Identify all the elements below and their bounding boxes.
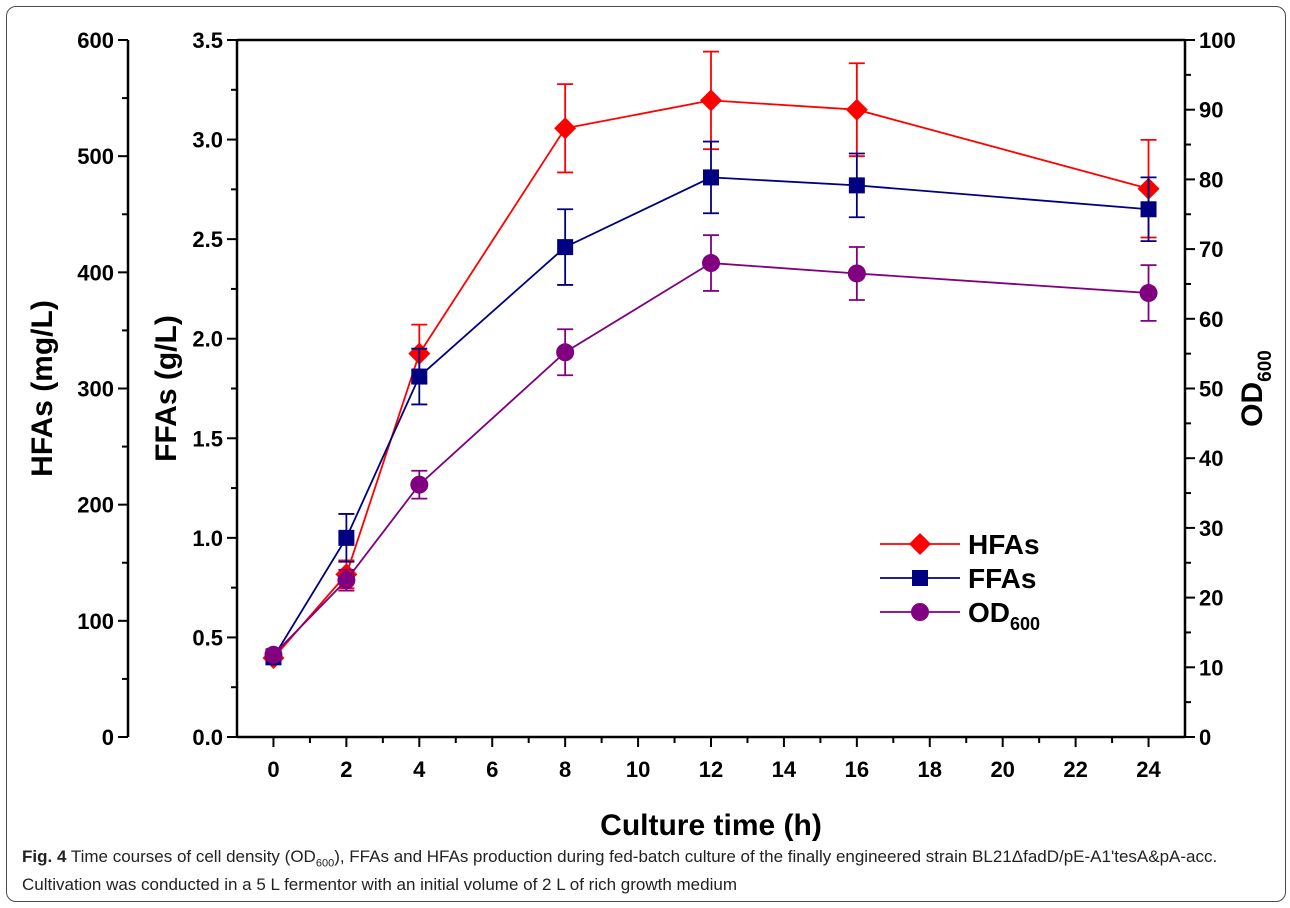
hfas-tick-label: 600: [77, 28, 114, 53]
od-tick-label: 20: [1199, 586, 1223, 611]
od-tick-label: 0: [1199, 725, 1211, 750]
hfas-tick-label: 500: [77, 144, 114, 169]
x-tick-label: 20: [990, 757, 1014, 782]
od-tick-label: 30: [1199, 516, 1223, 541]
data-point: [338, 529, 355, 546]
ffas-tick-label: 1.0: [192, 526, 223, 551]
x-tick-label: 6: [486, 757, 498, 782]
x-tick-label: 4: [413, 757, 426, 782]
data-point: [264, 645, 283, 664]
hfas-tick-label: 300: [77, 377, 114, 402]
legend-label-main: HFAs: [968, 529, 1040, 560]
x-tick-label: 0: [267, 757, 279, 782]
hfas-tick-label: 100: [77, 609, 114, 634]
od-tick-label: 80: [1199, 167, 1223, 192]
x-tick-label: 24: [1136, 757, 1161, 782]
hfas-tick-label: 400: [77, 260, 114, 285]
data-point: [703, 169, 719, 186]
legend-marker: [912, 570, 928, 586]
x-tick-label: 16: [845, 757, 869, 782]
od-tick-label: 50: [1199, 377, 1223, 402]
figure-caption: Fig. 4 Time courses of cell density (OD6…: [22, 846, 1272, 896]
caption-label: Fig. 4: [22, 847, 67, 866]
od-tick-label: 40: [1199, 446, 1223, 471]
data-point: [337, 571, 356, 590]
legend-label-main: FFAs: [968, 563, 1036, 594]
x-axis-title: Culture time (h): [600, 809, 822, 842]
legend-marker: [909, 533, 931, 555]
x-tick-label: 8: [559, 757, 571, 782]
data-point: [1140, 201, 1157, 218]
data-point: [700, 89, 722, 112]
od-tick-label: 100: [1199, 28, 1236, 53]
ffas-tick-label: 3.5: [192, 28, 223, 53]
data-point: [411, 368, 428, 385]
ffas-tick-label: 0.0: [192, 725, 223, 750]
od-tick-label: 60: [1199, 307, 1223, 332]
hfas-tick-label: 200: [77, 493, 114, 518]
ffas-tick-label: 3.0: [192, 128, 223, 153]
data-point: [554, 117, 577, 140]
caption-text-after: ), FFAs and HFAs production during fed-b…: [22, 847, 1218, 895]
figure-frame: [6, 6, 1286, 902]
legend-label: OD600: [968, 597, 1040, 634]
od-axis-title: OD600: [1236, 350, 1276, 427]
x-tick-label: 18: [918, 757, 942, 782]
data-point: [845, 98, 868, 121]
legend-label-sub: 600: [1010, 614, 1040, 634]
od-tick-label: 90: [1199, 98, 1223, 123]
caption-text-before: Time courses of cell density (OD: [66, 847, 316, 866]
data-point: [556, 343, 575, 362]
legend-marker: [911, 603, 929, 621]
data-point: [1139, 284, 1158, 303]
x-tick-label: 10: [626, 757, 650, 782]
series-line: [272, 262, 1149, 656]
legend-label: HFAs: [968, 529, 1040, 560]
caption-subscript: 600: [315, 857, 335, 870]
hfas-axis-title: HFAs (mg/L): [26, 300, 59, 477]
od-tick-label: 70: [1199, 237, 1223, 262]
ffas-tick-label: 2.0: [192, 327, 223, 352]
x-tick-label: 22: [1063, 757, 1087, 782]
od-axis-title-main: OD: [1236, 382, 1269, 427]
x-tick-label: 2: [340, 757, 352, 782]
legend-label: FFAs: [968, 563, 1036, 594]
ffas-tick-label: 0.5: [192, 625, 223, 650]
series-od: [264, 234, 1158, 664]
data-point: [847, 264, 866, 283]
x-tick-label: 12: [699, 757, 723, 782]
ffas-tick-label: 2.5: [192, 227, 223, 252]
data-point: [557, 239, 574, 256]
data-point: [702, 254, 720, 273]
od-axis-title-sub: 600: [1255, 350, 1276, 382]
hfas-tick-label: 0: [102, 725, 114, 750]
od-tick-label: 10: [1199, 655, 1223, 680]
legend-label-main: OD: [968, 597, 1010, 628]
data-point: [848, 177, 865, 194]
x-tick-label: 14: [772, 757, 797, 782]
ffas-tick-label: 1.5: [192, 426, 223, 451]
data-point: [410, 475, 429, 494]
ffas-axis-title: FFAs (g/L): [150, 315, 183, 462]
